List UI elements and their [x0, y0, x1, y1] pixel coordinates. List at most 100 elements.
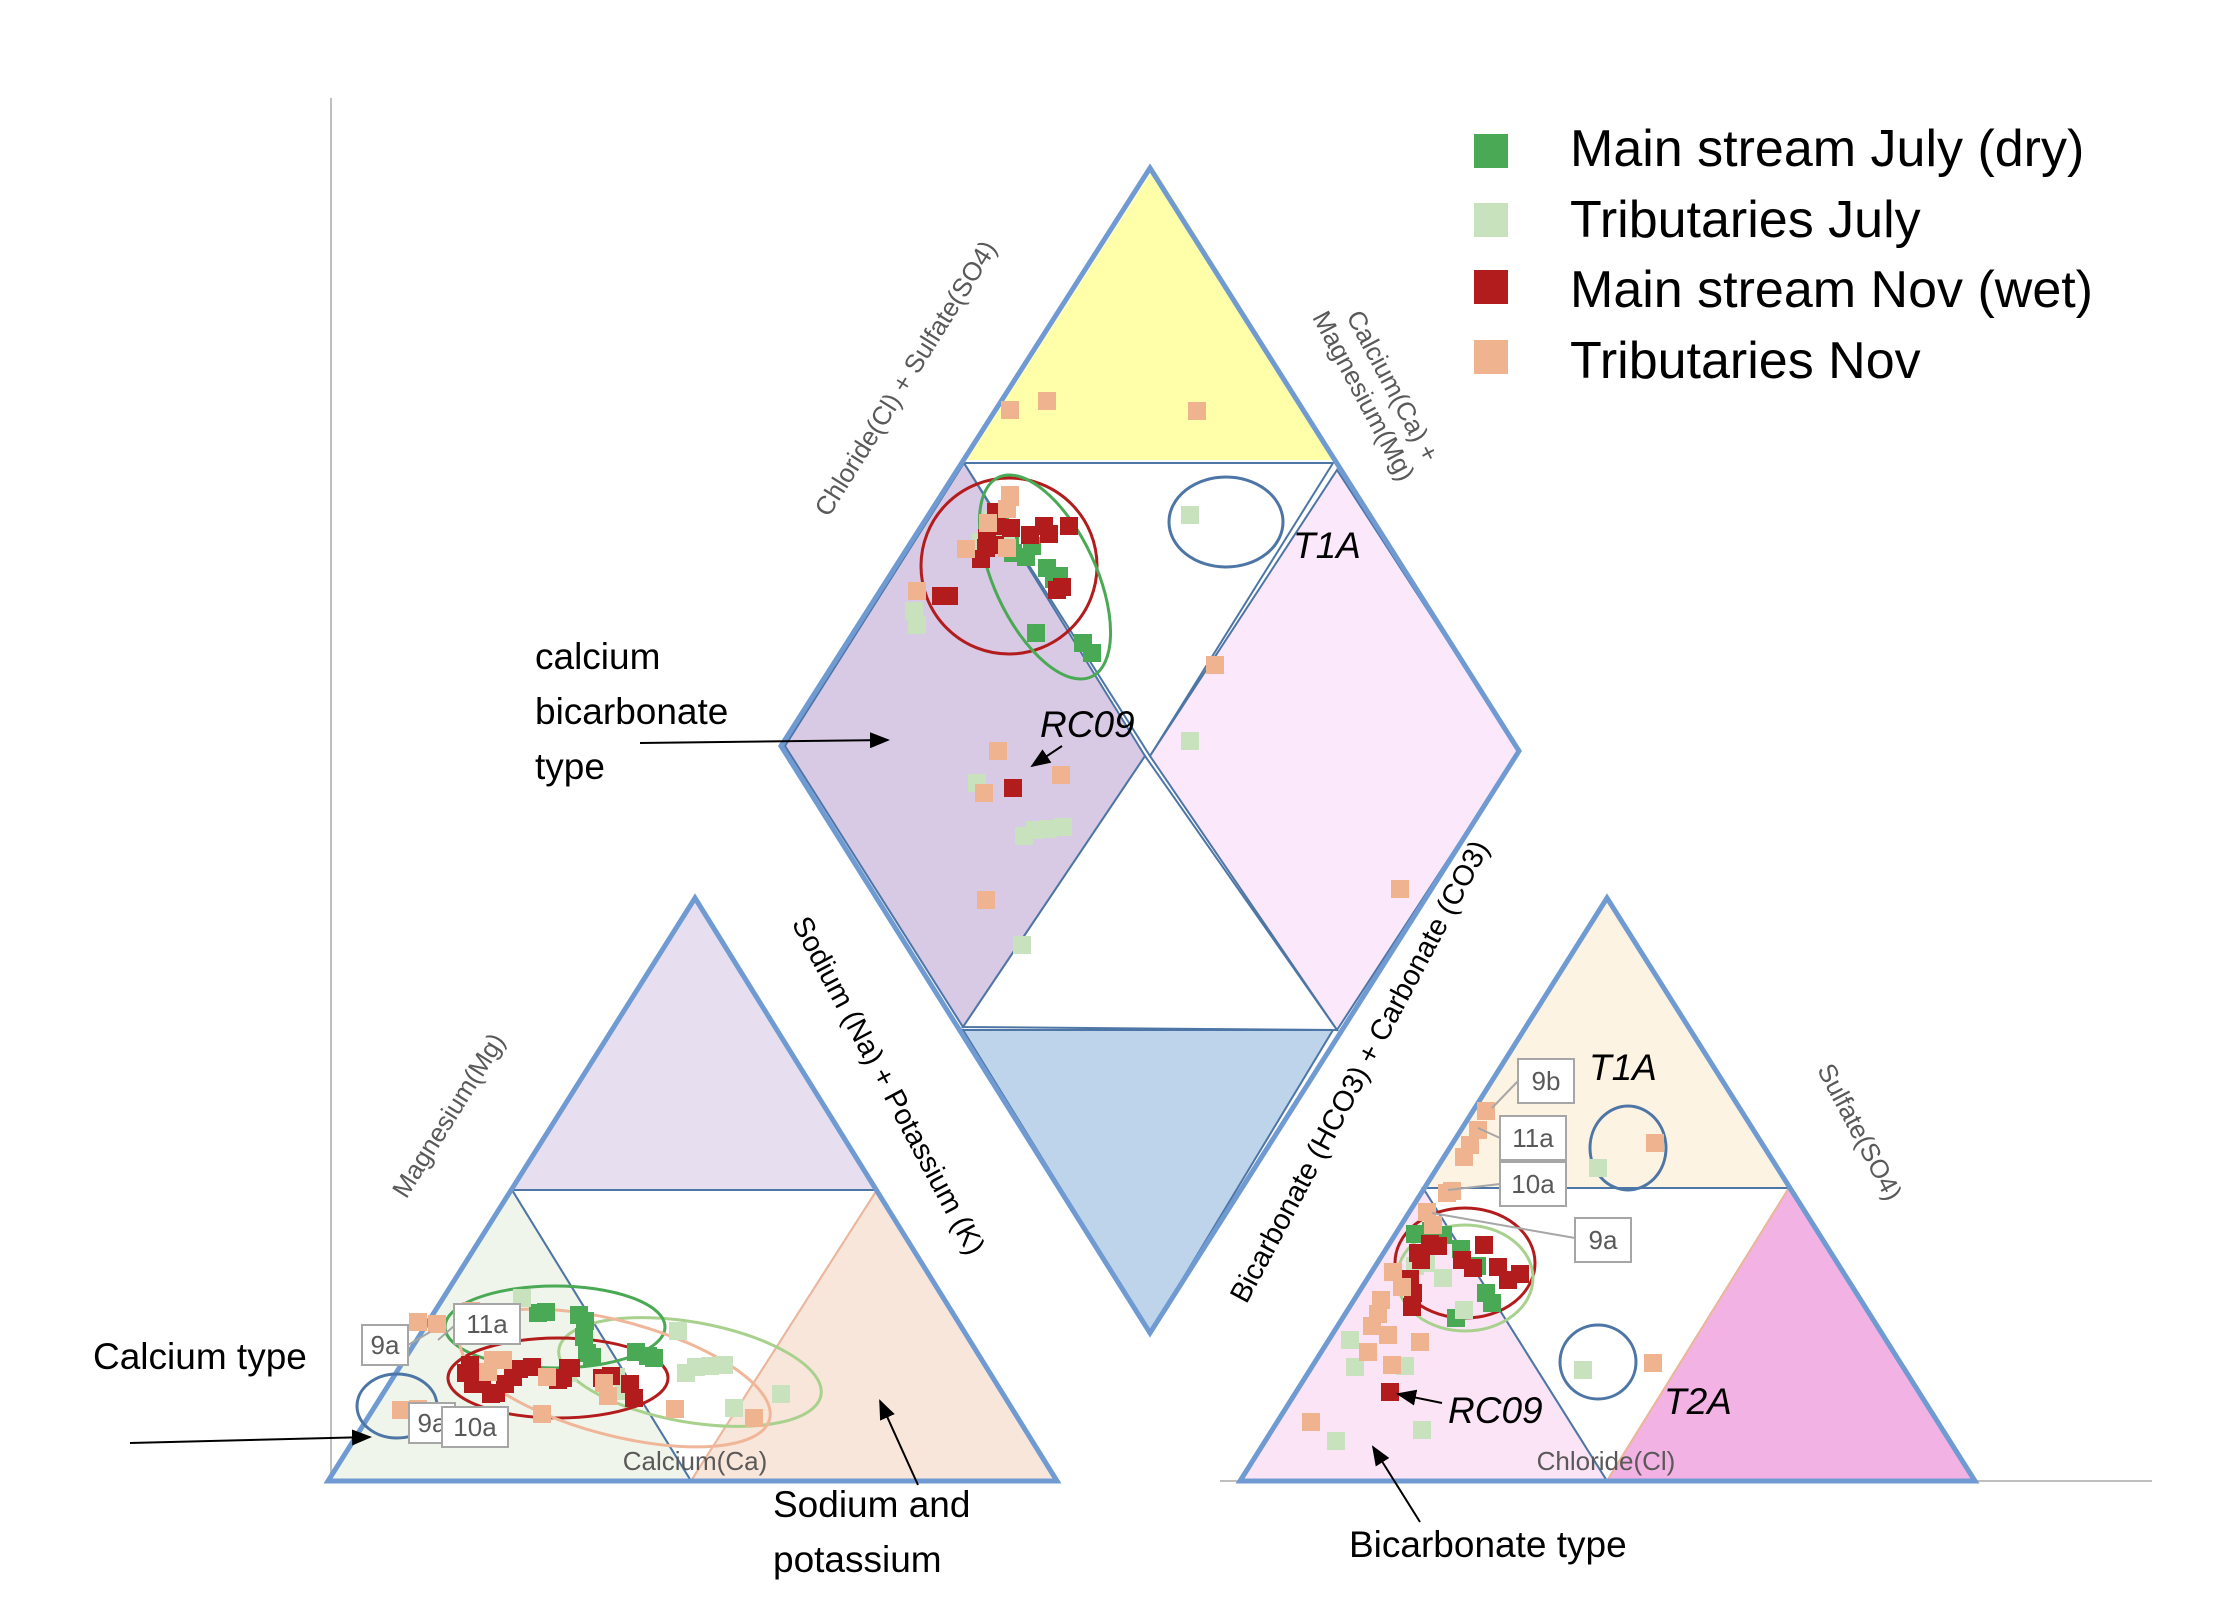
- point-tributaries-july-diamond-12: [1054, 818, 1072, 836]
- point-main-stream-nov-wet-cation-17: [625, 1389, 643, 1407]
- arrow-calcium-type: [129, 1429, 372, 1446]
- point-main-stream-nov-wet-anion-6: [1475, 1236, 1493, 1254]
- point-main-stream-nov-wet-anion-3: [1429, 1237, 1447, 1255]
- site-label-anion-3: 10a: [1511, 1169, 1555, 1199]
- point-tributaries-nov-diamond-13: [975, 784, 993, 802]
- point-tributaries-nov-cation-15: [745, 1409, 763, 1427]
- point-main-stream-nov-wet-anion-5: [1453, 1251, 1471, 1269]
- site-labels: 9a 11a 9a 10a 9b 11a 10a 9a: [361, 1058, 1632, 1448]
- annotation-t1a-anion: T1A: [1589, 1047, 1657, 1088]
- point-tributaries-july-cation-0: [513, 1289, 531, 1307]
- point-tributaries-nov-anion-8: [1384, 1263, 1402, 1281]
- annotation-calcium: calcium: [535, 636, 660, 677]
- point-tributaries-july-cation-7: [701, 1357, 719, 1375]
- point-tributaries-july-diamond-4: [905, 602, 923, 620]
- point-tributaries-july-anion-5: [1341, 1331, 1359, 1349]
- leader-11a-cation: [437, 1325, 455, 1341]
- point-tributaries-nov-diamond-14: [977, 891, 995, 909]
- diamond-bottom-region: [961, 1029, 1335, 1335]
- ellipse-diamond-july: [977, 473, 1113, 681]
- ellipse-t2a-anion: [1558, 1323, 1638, 1401]
- ellipse-t1a-anion: [1588, 1104, 1668, 1192]
- axis-label-cation-left: Magnesium(Mg): [386, 1028, 511, 1203]
- ellipse-t1a-diamond: [1167, 475, 1285, 569]
- point-tributaries-july-cation-10: [772, 1385, 790, 1403]
- point-tributaries-nov-diamond-9: [1188, 402, 1206, 420]
- point-tributaries-nov-anion-10: [1372, 1291, 1390, 1309]
- point-main-stream-july-dry-cation-3: [576, 1312, 594, 1330]
- point-main-stream-nov-wet-cation-16: [621, 1375, 639, 1393]
- legend-label-3: Tributaries Nov: [1570, 332, 1921, 390]
- legend-label-0: Main stream July (dry): [1570, 120, 2084, 178]
- arrow-calcium-bicarbonate: [639, 732, 890, 749]
- point-main-stream-nov-wet-diamond-7: [1021, 526, 1039, 544]
- point-tributaries-july-cation-4: [669, 1322, 687, 1340]
- point-tributaries-nov-cation-13: [599, 1387, 617, 1405]
- legend-swatch-3: [1474, 340, 1508, 374]
- site-label-anion-4: 9a: [1589, 1225, 1618, 1255]
- point-tributaries-nov-anion-16: [1383, 1356, 1401, 1374]
- point-tributaries-july-anion-7: [1346, 1358, 1364, 1376]
- anion-outline: [1235, 893, 1980, 1484]
- point-tributaries-nov-diamond-11: [989, 742, 1007, 760]
- point-main-stream-nov-wet-anion-13: [1381, 1383, 1399, 1401]
- site-label-cation-1: 9a: [371, 1330, 400, 1360]
- point-tributaries-nov-cation-2: [392, 1401, 410, 1419]
- ellipse-cation-tribs-july: [557, 1316, 823, 1428]
- point-main-stream-nov-wet-diamond-15: [1004, 779, 1022, 797]
- legend-swatch-0: [1474, 134, 1508, 168]
- leader-11a-anion: [1477, 1127, 1501, 1139]
- point-tributaries-july-anion-8: [1574, 1361, 1592, 1379]
- point-tributaries-july-cation-8: [715, 1356, 733, 1374]
- point-tributaries-july-cation-6: [687, 1358, 705, 1376]
- point-tributaries-july-diamond-11: [1039, 820, 1057, 838]
- arrow-bicarbonate-type: [1371, 1445, 1421, 1523]
- point-main-stream-nov-wet-anion-9: [1511, 1265, 1529, 1283]
- point-main-stream-nov-wet-diamond-14: [940, 587, 958, 605]
- point-tributaries-nov-diamond-8: [1001, 401, 1019, 419]
- annotation-t2a-anion: T2A: [1664, 1381, 1732, 1422]
- annotation-rc09-anion: RC09: [1448, 1390, 1543, 1431]
- point-main-stream-nov-wet-cation-9: [523, 1358, 541, 1376]
- point-tributaries-nov-diamond-15: [1391, 880, 1409, 898]
- annotation-t1a-diamond: T1A: [1293, 525, 1361, 566]
- diamond-top-region: [967, 168, 1337, 460]
- point-tributaries-nov-anion-5: [1438, 1184, 1456, 1202]
- point-tributaries-nov-anion-12: [1363, 1317, 1381, 1335]
- point-tributaries-july-diamond-6: [1181, 506, 1199, 524]
- axis-label-anion-bottom: Chloride(Cl): [1537, 1446, 1676, 1476]
- point-tributaries-nov-anion-0: [1477, 1102, 1495, 1120]
- diamond-plot: [778, 163, 1522, 1338]
- site-label-anion-1: 9b: [1532, 1066, 1561, 1096]
- point-tributaries-nov-anion-17: [1302, 1413, 1320, 1431]
- point-main-stream-nov-wet-diamond-10: [1060, 517, 1078, 535]
- leader-9b-anion: [1491, 1080, 1519, 1109]
- site-label-cation-2: 11a: [466, 1309, 508, 1339]
- point-main-stream-july-dry-cation-6: [583, 1348, 601, 1366]
- annotations: calcium bicarbonate type Calcium type So…: [93, 525, 1732, 1580]
- point-main-stream-july-dry-cation-4: [575, 1328, 593, 1346]
- axis-label-anion-right: Sulfate(SO4): [1811, 1058, 1908, 1205]
- point-tributaries-july-cation-9: [725, 1399, 743, 1417]
- legend-swatch-1: [1474, 203, 1508, 237]
- legend: Main stream July (dry) Tributaries July …: [1474, 120, 2093, 390]
- point-tributaries-nov-anion-14: [1411, 1333, 1429, 1351]
- arrow-rc09-anion: [1396, 1389, 1443, 1406]
- point-tributaries-nov-diamond-6: [1001, 486, 1019, 504]
- point-tributaries-nov-anion-18: [1646, 1134, 1664, 1152]
- annotation-potassium: potassium: [773, 1539, 942, 1580]
- leader-9a-anion: [1431, 1212, 1576, 1239]
- point-main-stream-july-dry-cation-9: [645, 1349, 663, 1367]
- point-tributaries-july-anion-2: [1434, 1269, 1452, 1287]
- point-main-stream-nov-wet-anion-12: [1403, 1298, 1421, 1316]
- point-tributaries-nov-anion-15: [1359, 1343, 1377, 1361]
- point-tributaries-nov-diamond-10: [1206, 656, 1224, 674]
- point-tributaries-nov-cation-10: [533, 1405, 551, 1423]
- point-main-stream-july-dry-diamond-9: [1083, 644, 1101, 662]
- point-tributaries-nov-cation-1: [428, 1315, 446, 1333]
- leader-10a-anion: [1447, 1183, 1501, 1191]
- point-tributaries-nov-diamond-2: [979, 514, 997, 532]
- point-tributaries-july-diamond-13: [1013, 936, 1031, 954]
- point-main-stream-july-dry-cation-1: [537, 1303, 555, 1321]
